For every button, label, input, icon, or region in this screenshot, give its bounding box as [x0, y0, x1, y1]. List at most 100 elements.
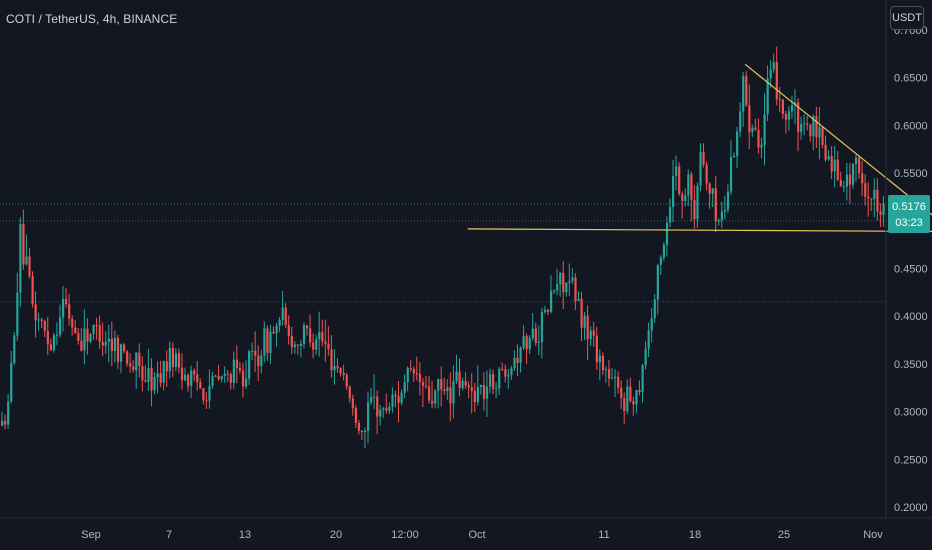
time-axis[interactable]: Sep 7 13 20 12:00 Oct 11 18 25 Nov [0, 517, 932, 541]
candle [315, 334, 318, 355]
candle-body [845, 174, 849, 187]
candle-body [412, 369, 415, 374]
candle-body [37, 319, 40, 321]
candle-body [241, 370, 245, 387]
candle [287, 315, 290, 345]
candle [742, 71, 745, 127]
candle [800, 116, 803, 140]
candle-body [193, 370, 196, 375]
candle [241, 362, 245, 398]
candle-body [812, 116, 815, 137]
candle [156, 361, 159, 393]
candle [245, 360, 248, 389]
candle [751, 124, 754, 137]
candle [482, 372, 486, 411]
trendlines[interactable] [467, 63, 932, 342]
candle [275, 322, 278, 347]
candle [150, 358, 153, 407]
candle [31, 271, 34, 308]
candle-body [360, 430, 364, 433]
support-trendline [467, 228, 932, 232]
candle-body [22, 224, 25, 265]
candle-body [58, 317, 62, 335]
symbol-title[interactable]: COTI / TetherUS, 4h, BINANCE [6, 12, 178, 26]
candle-body [202, 388, 205, 401]
candle-body [705, 164, 708, 184]
candle-body [873, 189, 876, 200]
candle-body [833, 159, 836, 172]
candle-body [144, 380, 147, 382]
candle-body [95, 324, 98, 326]
candle-body [10, 363, 13, 402]
price-tick-label: 0.4500 [894, 264, 928, 276]
candle-body [562, 272, 565, 293]
currency-button[interactable]: USDT [890, 6, 924, 30]
candle [870, 198, 873, 211]
time-tick-label: 20 [330, 529, 342, 541]
candle [684, 188, 687, 207]
candle [272, 326, 275, 335]
candle-body [248, 351, 251, 379]
candle-body [92, 324, 95, 335]
price-axis[interactable]: 0.20000.25000.30000.35000.40000.45000.50… [885, 0, 928, 518]
candle-body [226, 373, 229, 375]
candle [729, 140, 733, 196]
candle [129, 353, 132, 373]
candle [830, 146, 833, 180]
candle-body [531, 328, 534, 339]
candle [251, 342, 254, 361]
candle-body [379, 409, 382, 417]
candle-body [614, 376, 617, 378]
candle-body [34, 304, 37, 321]
candle [71, 314, 74, 336]
candle-body [632, 400, 635, 405]
candle [556, 268, 559, 296]
candle [733, 152, 736, 158]
candle-body [434, 390, 437, 404]
candle-body [321, 332, 324, 342]
candle-body [309, 328, 312, 343]
candle-body [162, 361, 165, 383]
candle [510, 365, 513, 380]
candle-body [31, 276, 34, 305]
candle-body [699, 151, 702, 186]
bar-countdown-label: 03:23 [895, 217, 923, 229]
candle [702, 143, 705, 168]
candle-body [116, 337, 120, 362]
candle [412, 366, 415, 382]
candle-body [1, 420, 4, 426]
candle-body [760, 144, 763, 148]
candle-body [83, 328, 86, 351]
candles[interactable] [1, 46, 885, 449]
candle-body [251, 350, 254, 352]
candle [55, 322, 59, 346]
candle [391, 387, 394, 413]
candle [620, 380, 623, 409]
candle [592, 321, 595, 347]
candle-body [479, 384, 483, 388]
candle-body [443, 389, 446, 391]
candle [537, 325, 540, 356]
candle [848, 163, 852, 205]
candle [745, 71, 748, 108]
candle [110, 321, 113, 367]
candle-body [858, 157, 861, 174]
candle-body [406, 368, 409, 383]
candle [92, 324, 95, 340]
candle [726, 184, 730, 214]
candle [376, 390, 379, 435]
candle-body [769, 69, 772, 79]
candle-body [684, 195, 687, 202]
candle-body [449, 387, 452, 404]
candle-body [748, 105, 751, 133]
time-tick-label: 12:00 [391, 529, 419, 541]
candle-body [726, 191, 730, 210]
candle-body [141, 366, 144, 381]
candle [113, 330, 117, 363]
candle [516, 344, 519, 377]
time-tick-label: Nov [863, 529, 883, 541]
candle [95, 317, 98, 340]
candle [790, 95, 794, 119]
